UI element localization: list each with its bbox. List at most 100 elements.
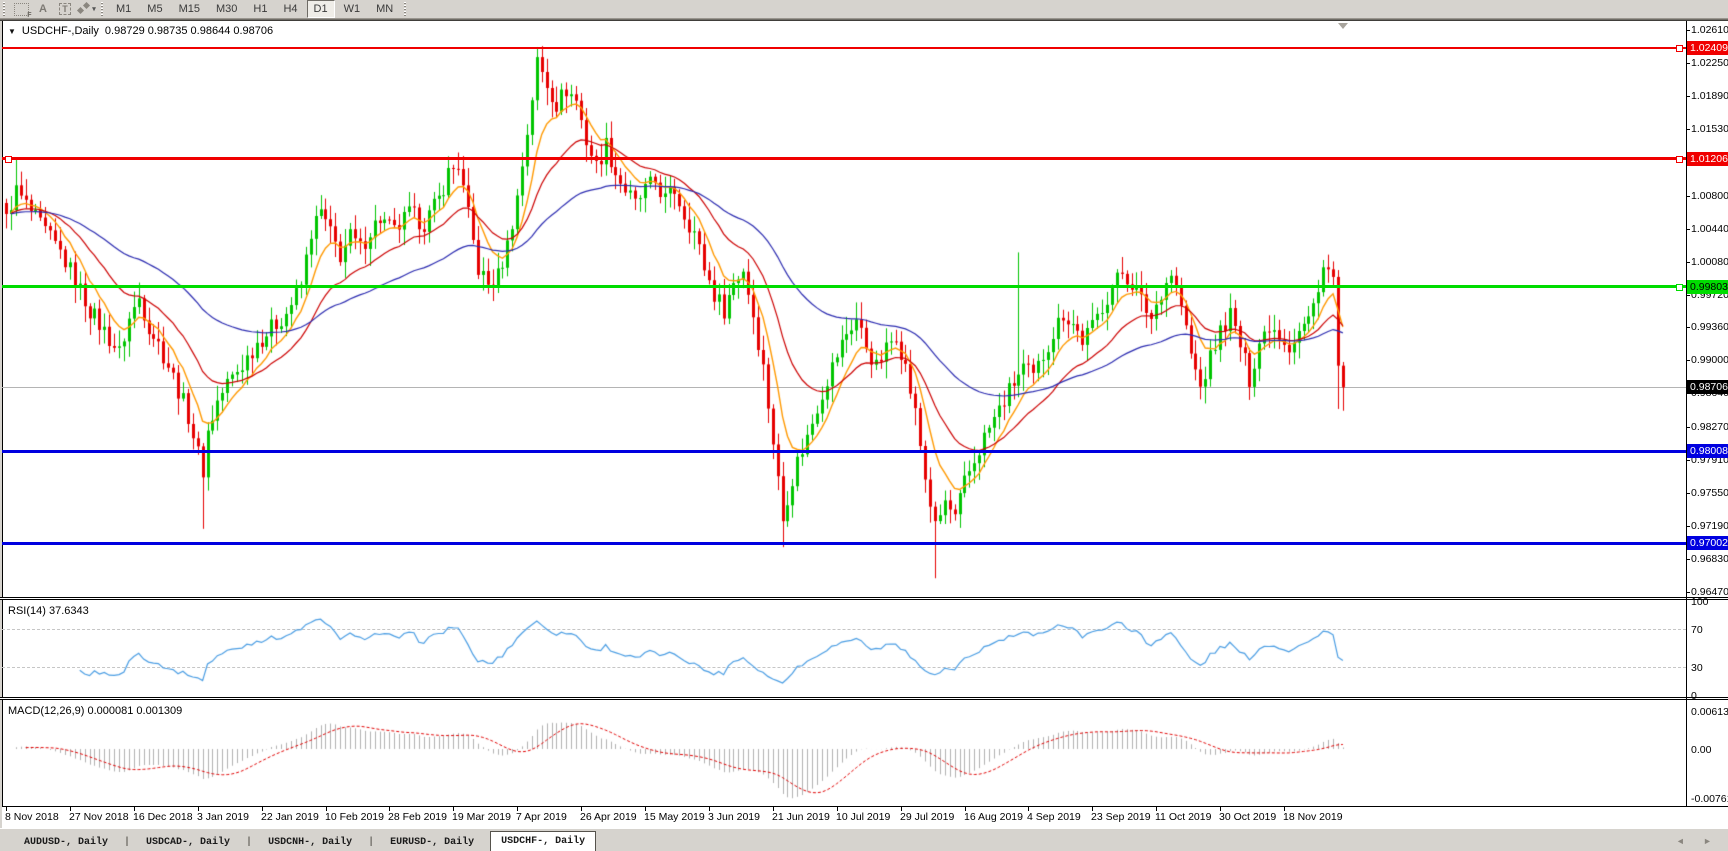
current-price-badge: 0.98706	[1687, 380, 1728, 394]
level-line-0.99803[interactable]	[2, 283, 1686, 291]
price-axis-tick	[1686, 526, 1690, 527]
rsi-axis-label: 70	[1691, 624, 1703, 636]
date-axis-tick	[645, 807, 646, 811]
rsi-canvas[interactable]	[4, 601, 1686, 696]
date-axis[interactable]	[2, 806, 1728, 829]
price-axis-tick	[1686, 360, 1690, 361]
chart-tab-bar: AUDUSD-, Daily | USDCAD-, Daily | USDCNH-, D…	[0, 828, 1728, 851]
date-axis-label: 28 Feb 2019	[388, 811, 447, 823]
price-axis-label: 1.00440	[1691, 223, 1728, 235]
price-axis-label: 0.99360	[1691, 321, 1728, 333]
candlestick-canvas[interactable]	[4, 22, 1686, 597]
date-axis-label: 7 Apr 2019	[516, 811, 567, 823]
toolbar-grip[interactable]	[404, 2, 409, 16]
price-axis-label: 1.01890	[1691, 90, 1728, 102]
timeframe-button-mn[interactable]: MN	[376, 3, 394, 15]
date-axis-tick	[517, 807, 518, 811]
price-axis-label: 1.00800	[1691, 190, 1728, 202]
timeframe-button-m1[interactable]: M1	[116, 3, 132, 15]
toolbar-grip[interactable]	[3, 2, 7, 16]
date-axis-label: 15 May 2019	[644, 811, 705, 823]
symbol-tab-usdcad[interactable]: USDCAD-, Daily	[146, 837, 231, 848]
line-handle[interactable]	[1676, 155, 1683, 163]
price-axis-label: 0.97550	[1691, 487, 1728, 499]
price-axis-tick	[1686, 196, 1690, 197]
price-axis-tick	[1686, 427, 1690, 428]
timeframe-button-m15[interactable]: M15	[178, 3, 200, 15]
date-axis-label: 30 Oct 2019	[1219, 811, 1277, 823]
date-axis-tick	[1028, 807, 1029, 811]
symbol-tab-usdchf[interactable]: USDCHF-, Daily	[490, 831, 597, 851]
timeframe-button-h1[interactable]: H1	[253, 3, 268, 15]
date-axis-tick	[326, 807, 327, 811]
level-line-1.01206[interactable]	[2, 155, 1686, 163]
price-axis-label: 0.97190	[1691, 520, 1728, 532]
panel-splitter[interactable]	[0, 597, 1728, 600]
date-axis-tick	[1156, 807, 1157, 811]
date-axis-tick	[709, 807, 710, 811]
level-line-0.97002[interactable]	[2, 542, 1686, 545]
text-box-icon[interactable]: T	[54, 1, 76, 17]
price-axis-label: 0.96830	[1691, 553, 1728, 565]
line-handle[interactable]	[1676, 283, 1683, 291]
macd-axis-label: -0.007612	[1691, 793, 1728, 805]
symbol-tab-usdcnh[interactable]: USDCNH-, Daily	[268, 837, 353, 848]
chart-window: ▼ USDCHF-,Daily 0.98729 0.98735 0.98644 …	[0, 19, 1728, 829]
date-axis-label: 11 Oct 2019	[1155, 811, 1212, 823]
price-axis-label: 1.00080	[1691, 256, 1728, 268]
level-line-1.02409[interactable]	[2, 45, 1686, 52]
symbol-tab-audusd[interactable]: AUDUSD-, Daily	[24, 837, 109, 848]
date-axis-label: 19 Mar 2019	[452, 811, 511, 823]
price-axis-tick	[1686, 63, 1690, 64]
toolbar-grip[interactable]	[101, 2, 105, 16]
date-axis-label: 18 Nov 2019	[1283, 811, 1343, 823]
object-arrange-icon[interactable]: ▾	[76, 1, 98, 17]
timeframe-button-w1[interactable]: W1	[343, 3, 361, 15]
macd-label: MACD(12,26,9) 0.000081 0.001309	[8, 705, 183, 717]
symbol-period-label: USDCHF-,Daily	[21, 25, 99, 37]
rsi-axis-label: 0	[1691, 690, 1697, 702]
price-axis-tick	[1686, 327, 1690, 328]
date-axis-tick	[773, 807, 774, 811]
timeframe-button-h4[interactable]: H4	[283, 3, 298, 15]
timeframe-button-m30[interactable]: M30	[215, 3, 238, 15]
level-badge-1.02409: 1.02409	[1687, 41, 1728, 55]
price-axis-tick	[1686, 30, 1690, 31]
timeframe-button-m5[interactable]: M5	[147, 3, 163, 15]
date-axis-label: 10 Jul 2019	[836, 811, 891, 823]
macd-axis-label: 0.00	[1691, 744, 1712, 756]
line-handle[interactable]	[1676, 45, 1683, 52]
date-axis-label: 26 Apr 2019	[580, 811, 637, 823]
price-axis-border	[1686, 21, 1687, 806]
level-badge-0.98008: 0.98008	[1687, 444, 1728, 458]
date-axis-label: 23 Sep 2019	[1091, 811, 1151, 823]
tab-separator: |	[124, 837, 131, 848]
date-axis-tick	[70, 807, 71, 811]
level-line-0.98008[interactable]	[2, 450, 1686, 453]
panel-splitter[interactable]	[0, 697, 1728, 700]
date-axis-tick	[134, 807, 135, 811]
date-axis-tick	[389, 807, 390, 811]
rsi-axis-label: 100	[1691, 596, 1709, 608]
line-handle[interactable]	[5, 155, 12, 163]
date-axis-label: 4 Sep 2019	[1027, 811, 1081, 823]
rsi-axis-label: 30	[1691, 662, 1703, 674]
text-label-icon[interactable]: A	[39, 3, 47, 15]
indicator-grid-icon[interactable]: F	[10, 1, 32, 19]
timeframe-button-d1[interactable]: D1	[306, 0, 335, 18]
date-axis-tick	[262, 807, 263, 811]
date-axis-tick	[581, 807, 582, 811]
date-axis-tick	[901, 807, 902, 811]
price-axis-label: 0.99000	[1691, 354, 1728, 366]
chart-shift-marker[interactable]	[1338, 23, 1348, 29]
macd-canvas[interactable]	[4, 701, 1686, 805]
level-badge-0.97002: 0.97002	[1687, 536, 1728, 550]
price-axis-tick	[1686, 460, 1690, 461]
level-badge-0.99803: 0.99803	[1687, 280, 1728, 294]
chart-collapse-icon[interactable]: ▼	[8, 26, 16, 36]
symbol-tab-eurusd[interactable]: EURUSD-, Daily	[390, 837, 475, 848]
date-axis-tick	[1092, 807, 1093, 811]
price-axis-label: 1.01530	[1691, 123, 1728, 135]
date-axis-tick	[837, 807, 838, 811]
tab-scroll-arrows[interactable]: ◄ ►	[1677, 837, 1718, 847]
